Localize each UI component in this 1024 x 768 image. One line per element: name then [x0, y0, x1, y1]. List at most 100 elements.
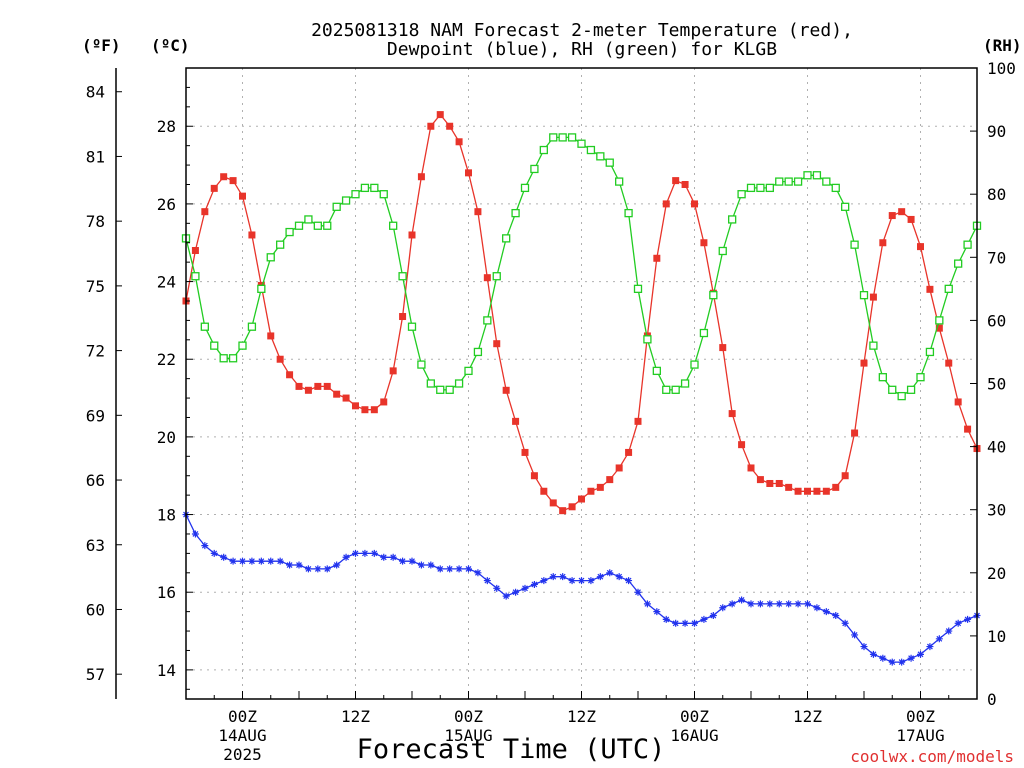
- rh-point: [756, 183, 765, 193]
- rh-point: [925, 347, 935, 357]
- dewpoint-point: [804, 600, 811, 608]
- temperature-point: [370, 406, 378, 414]
- temperature-point: [323, 382, 331, 390]
- temperature-point: [455, 138, 463, 146]
- rh-tick-label: 30: [987, 501, 1006, 520]
- dewpoint-point: [728, 600, 736, 608]
- rh-point: [954, 259, 963, 268]
- dewpoint-point: [738, 596, 746, 604]
- series-layer: [181, 111, 982, 666]
- temperature-point: [559, 507, 567, 515]
- rh-point: [888, 385, 897, 394]
- rh-point: [417, 360, 426, 369]
- rh-point: [859, 291, 869, 300]
- rh-point: [530, 164, 539, 174]
- dewpoint-point: [785, 600, 793, 608]
- temperature-point: [841, 472, 849, 480]
- rh-point: [577, 139, 586, 148]
- rh-point: [850, 240, 859, 249]
- dewpoint-point: [493, 584, 501, 592]
- dewpoint-point: [201, 542, 209, 550]
- rh-point: [454, 379, 464, 388]
- temperature-point: [474, 208, 482, 216]
- rh-point: [200, 322, 209, 331]
- temperature-point: [700, 239, 708, 247]
- rh-point: [398, 272, 407, 281]
- dewpoint-point: [257, 557, 265, 565]
- celsius-tick-label: 14: [157, 661, 176, 680]
- temperature-point: [502, 386, 510, 394]
- rh-point: [831, 183, 840, 193]
- fahrenheit-tick-label: 66: [86, 471, 105, 490]
- rh-point: [775, 177, 784, 186]
- celsius-tick-label: 28: [157, 117, 176, 136]
- temperature-point: [210, 184, 218, 192]
- fahrenheit-unit-label: (ºF): [82, 36, 121, 55]
- dewpoint-point: [766, 600, 774, 608]
- rh-point: [662, 385, 671, 394]
- dewpoint-point: [643, 600, 651, 608]
- dewpoint-point: [756, 600, 764, 608]
- rh-point: [492, 272, 501, 281]
- temperature-point: [907, 215, 915, 223]
- rh-unit-label: (RH): [983, 36, 1022, 55]
- dewpoint-point: [417, 561, 425, 569]
- celsius-tick-label: 24: [157, 273, 176, 292]
- rh-tick-label: 80: [987, 185, 1006, 204]
- x-tick-label: 00Z: [228, 707, 257, 726]
- dewpoint-point: [446, 565, 454, 573]
- temperature-point: [596, 483, 604, 491]
- temperature-point: [662, 200, 670, 208]
- rh-point: [765, 183, 774, 193]
- temperature-point: [587, 487, 595, 495]
- rh-point: [784, 177, 793, 186]
- fahrenheit-tick-label: 75: [86, 277, 105, 296]
- celsius-tick-label: 22: [157, 350, 176, 369]
- temperature-point: [446, 122, 454, 130]
- rh-tick-label: 0: [987, 690, 997, 709]
- dewpoint-point: [427, 561, 435, 569]
- dewpoint-point: [615, 573, 623, 581]
- temperature-point: [869, 293, 877, 301]
- fahrenheit-tick-label: 78: [86, 212, 105, 231]
- dewpoint-point: [954, 619, 962, 627]
- fahrenheit-tick-label: 72: [86, 342, 105, 361]
- dewpoint-point: [314, 565, 322, 573]
- rh-point: [878, 373, 887, 382]
- rh-point: [935, 316, 944, 325]
- rh-point: [276, 240, 285, 249]
- rh-point: [360, 183, 370, 193]
- temperature-point: [634, 417, 642, 425]
- dewpoint-point: [465, 565, 472, 573]
- dewpoint-point: [813, 604, 821, 612]
- dewpoint-point: [304, 565, 312, 573]
- temperature-point: [493, 340, 501, 348]
- dewpoint-point: [888, 658, 896, 666]
- dewpoint-point: [935, 635, 943, 643]
- rh-point: [793, 177, 803, 186]
- dewpoint-point: [709, 612, 717, 620]
- temperature-point: [964, 425, 972, 433]
- celsius-unit-label: (ºC): [151, 36, 190, 55]
- rh-point: [332, 202, 341, 211]
- temperature-point: [935, 324, 943, 332]
- dewpoint-point: [210, 549, 218, 557]
- dewpoint-point: [267, 557, 275, 565]
- dewpoint-point: [691, 619, 698, 627]
- temperature-point: [766, 479, 774, 487]
- temperature-point: [625, 448, 633, 456]
- rh-point: [407, 322, 417, 331]
- dewpoint-point: [945, 627, 953, 635]
- dewpoint-point: [606, 569, 614, 577]
- dewpoint-point: [653, 608, 661, 616]
- rh-point: [605, 158, 614, 167]
- temperature-point: [380, 398, 388, 406]
- temperature-point: [295, 382, 303, 390]
- dewpoint-point: [220, 553, 228, 561]
- temperature-point: [672, 177, 680, 185]
- dewpoint-point: [408, 557, 416, 565]
- temperature-point: [898, 208, 906, 216]
- temperature-point: [926, 285, 934, 293]
- dewpoint-point: [286, 561, 294, 569]
- dewpoint-point: [333, 561, 341, 569]
